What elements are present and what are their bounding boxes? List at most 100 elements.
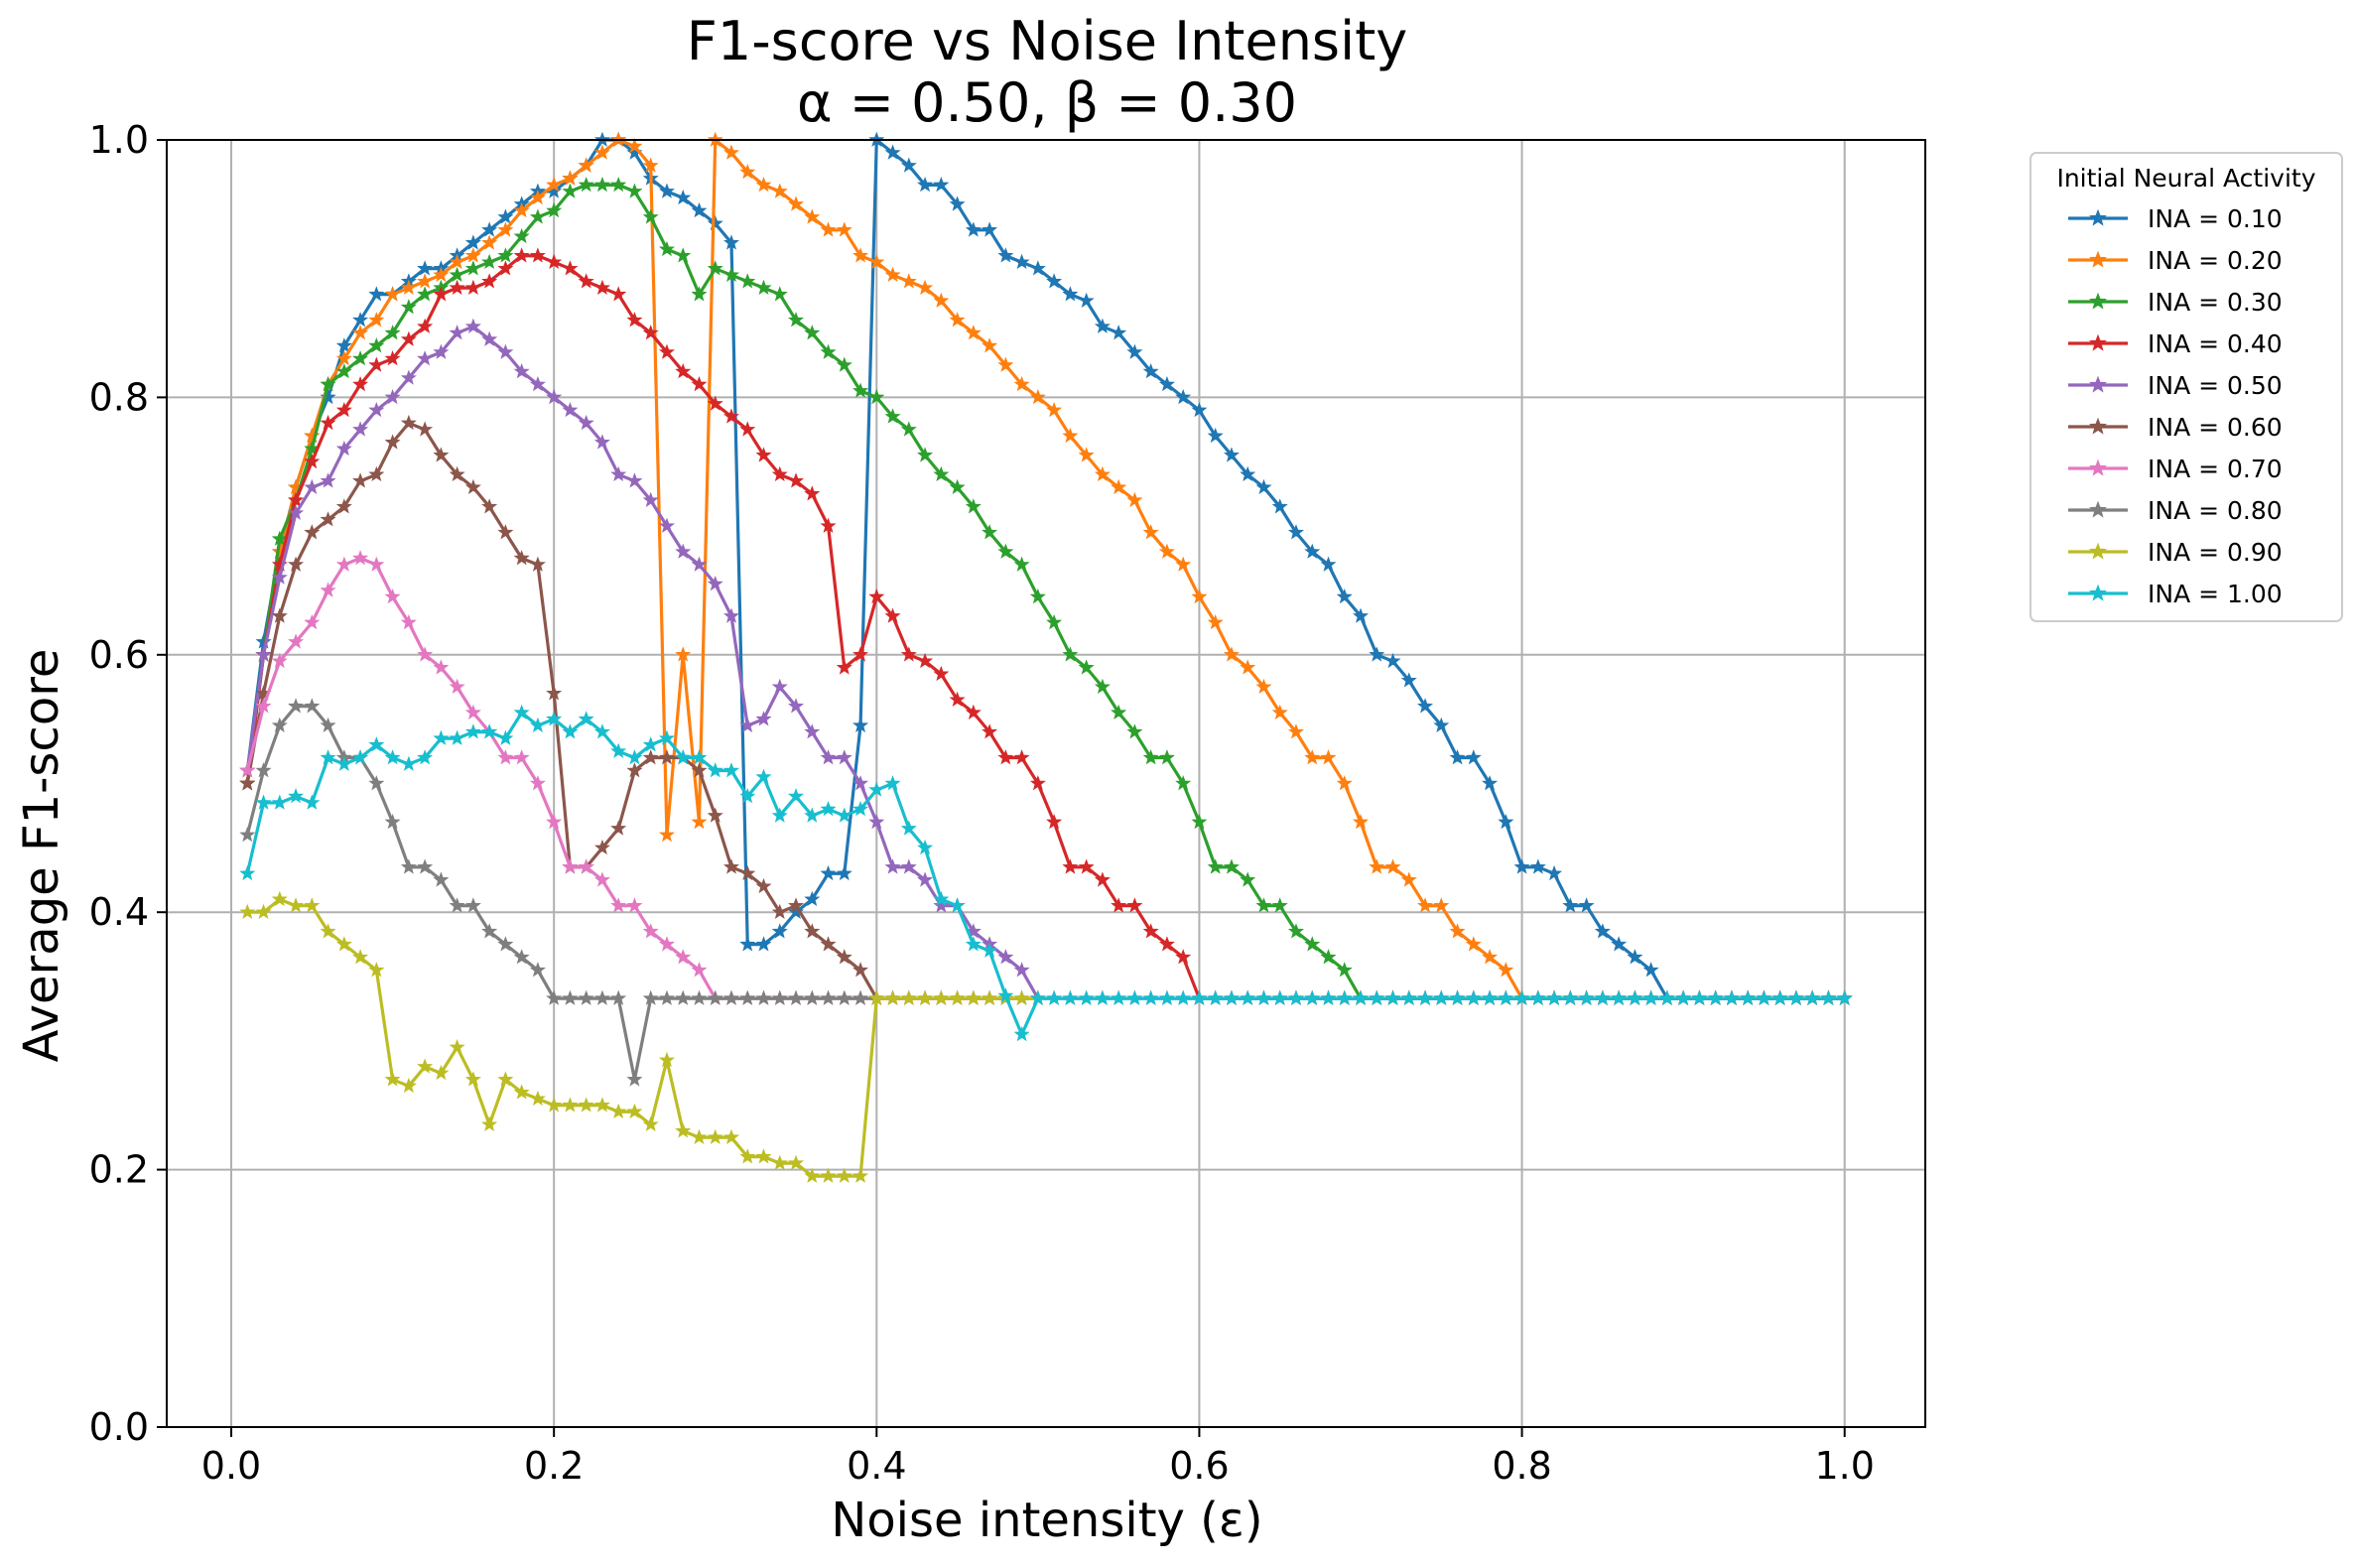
data-point-marker [449,678,465,695]
data-point-marker [1126,723,1143,739]
data-point-marker [1400,871,1417,887]
data-point-marker [335,363,352,379]
series-line [245,711,1845,1037]
y-tick-label: 1.0 [89,118,149,162]
data-point-marker [368,962,385,978]
data-point-marker [1627,949,1643,965]
data-point-marker [546,253,563,270]
data-point-marker [562,989,579,1005]
data-point-marker [320,472,336,488]
data-point-marker [804,1167,821,1183]
data-point-marker [513,1084,530,1100]
data-point-marker [1255,678,1272,695]
data-point-marker [481,330,498,346]
series-line [245,705,877,1082]
data-point-marker [1707,989,1724,1005]
data-point-marker [1400,989,1417,1005]
data-point-marker [1223,858,1240,874]
data-point-marker [271,530,288,546]
data-point-marker [368,736,385,752]
data-point-marker [1675,989,1692,1005]
data-point-marker [1529,858,1546,874]
data-point-marker [1271,498,1288,514]
data-point-marker [1175,388,1192,405]
data-point-marker [384,434,401,450]
data-point-marker [288,504,305,520]
data-point-marker [352,550,369,566]
data-point-marker [481,923,498,939]
legend-item: INA = 0.90 [2068,538,2283,567]
data-point-marker [578,1097,594,1112]
data-point-marker [820,343,837,359]
data-point-marker [610,897,627,913]
data-point-marker [546,685,563,701]
data-point-marker [1756,989,1772,1005]
data-point-marker [1336,962,1353,978]
legend-label: INA = 0.40 [2148,329,2283,358]
data-point-marker [1482,989,1499,1005]
data-point-marker [304,613,321,630]
data-point-marker [852,801,869,817]
data-point-marker [529,717,546,732]
data-point-marker [722,408,740,424]
data-point-marker [997,356,1014,372]
data-point-marker [852,775,869,791]
data-point-marker [642,491,659,507]
x-tick-label: 1.0 [1814,1444,1874,1488]
data-point-marker [1320,989,1337,1005]
data-point-marker [1336,989,1353,1005]
data-point-marker [610,989,627,1005]
data-point-marker [288,897,305,913]
data-point-marker [368,337,385,353]
data-point-marker [900,858,917,874]
data-point-marker [288,556,305,572]
data-point-marker [804,890,821,907]
data-point-marker [497,221,514,237]
legend-item: INA = 0.50 [2068,371,2283,400]
data-point-marker [417,646,434,662]
data-point-marker [497,729,514,745]
data-point-marker [804,923,821,939]
data-point-marker [820,1167,837,1183]
data-point-marker [288,633,305,649]
data-point-marker [304,794,321,810]
data-point-marker [1369,858,1385,874]
data-point-marker [320,717,336,732]
legend-star-marker [2089,542,2107,560]
data-point-marker [642,157,659,173]
data-point-marker [1240,989,1256,1005]
data-point-marker [239,826,256,843]
data-point-marker [691,989,708,1005]
data-point-marker [562,183,579,198]
data-point-marker [675,543,692,559]
data-point-marker [836,807,852,823]
data-point-marker [997,749,1014,765]
data-point-marker [304,478,321,495]
data-point-marker [1175,775,1192,791]
data-point-marker [513,201,530,218]
data-point-marker [836,659,852,675]
data-point-marker [1207,858,1224,874]
data-point-marker [707,762,723,778]
data-point-marker [1465,936,1482,952]
data-point-marker [352,376,369,392]
data-point-marker [1513,858,1530,874]
data-point-marker [675,749,692,765]
data-point-marker [997,543,1014,559]
data-point-marker [820,864,837,881]
data-point-marker [400,755,417,771]
data-point-marker [1369,646,1385,662]
data-point-marker [1142,363,1159,379]
data-point-marker [1223,989,1240,1005]
data-point-marker [868,253,885,270]
data-point-marker [481,234,498,250]
data-point-marker [1336,775,1353,791]
data-point-marker [852,989,869,1005]
data-point-marker [691,813,708,830]
legend-item: INA = 0.70 [2068,455,2283,483]
data-point-marker [578,273,594,289]
data-point-marker [722,858,740,874]
data-point-marker [1126,989,1143,1005]
data-point-marker [820,989,837,1005]
